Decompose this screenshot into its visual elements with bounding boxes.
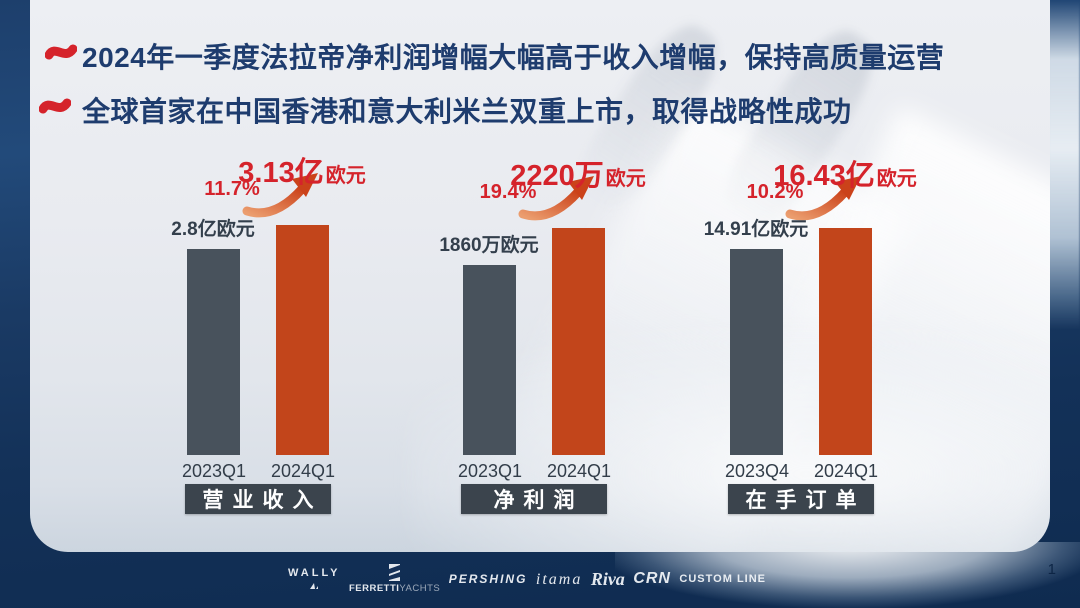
ferretti-yachts-logo: FERRETTIYACHTS	[349, 564, 440, 594]
previous-value-label: 14.91亿欧元	[703, 219, 809, 240]
previous-value-label: 2.8亿欧元	[171, 219, 255, 240]
red-flag-icon	[39, 98, 71, 114]
previous-value-label: 1860万欧元	[439, 235, 539, 256]
bar-current-period	[276, 225, 329, 455]
current-value-label: 3.13亿 欧元	[238, 157, 366, 189]
ocean-foam-right-decoration	[1048, 0, 1080, 330]
riva-logo: Riva	[590, 569, 625, 589]
growth-percent-label: 11.7%	[204, 178, 260, 200]
current-value-label: 16.43亿 欧元	[773, 160, 917, 192]
wally-sail-icon	[310, 583, 319, 589]
category-label: 2024Q1	[270, 461, 336, 481]
chart-title-badge: 营业收入	[185, 484, 331, 514]
ocean-foam-bottom-decoration	[615, 542, 1080, 608]
ferretti-burgee-icon	[389, 564, 401, 582]
category-label: 2023Q1	[181, 461, 247, 481]
chart-revenue: 11.7% 3.13亿 欧元 2.8亿欧元 2023Q1 2024Q1 营业收入	[160, 140, 370, 540]
growth-arrow-icon	[242, 173, 318, 218]
growth-arrow-icon	[785, 176, 861, 221]
chart-net-profit: 19.4% 2220万 欧元 1860万欧元 2023Q1 2024Q1 净利润	[436, 140, 646, 540]
chart-plot-area: 19.4% 2220万 欧元 1860万欧元	[436, 160, 646, 455]
chart-order-backlog: 10.2% 16.43亿 欧元 14.91亿欧元 2023Q4 2024Q1 在手…	[703, 140, 917, 540]
bar-current-period	[819, 228, 872, 455]
itama-logo: itama	[535, 570, 583, 588]
pershing-logo: PERSHING	[448, 572, 528, 586]
category-label: 2024Q1	[546, 461, 612, 481]
custom-line-logo: CUSTOM LINE	[679, 572, 766, 585]
bar-previous-period	[187, 249, 240, 455]
bar-current-period	[552, 228, 605, 455]
crn-logo: CRN	[633, 570, 671, 587]
growth-percent-label: 19.4%	[479, 181, 537, 203]
chart-title-badge: 净利润	[461, 484, 607, 514]
chart-plot-area: 11.7% 3.13亿 欧元 2.8亿欧元	[160, 157, 370, 455]
category-label: 2023Q4	[724, 461, 790, 481]
growth-arrow-icon	[518, 176, 594, 221]
wally-logo: WALLY	[288, 568, 341, 590]
chart-plot-area: 10.2% 16.43亿 欧元 14.91亿欧元	[703, 160, 917, 455]
category-label: 2024Q1	[813, 461, 879, 481]
growth-percent-label: 10.2%	[746, 181, 804, 203]
page-number: 1	[1047, 561, 1056, 578]
bar-previous-period	[463, 265, 516, 455]
chart-title-badge: 在手订单	[728, 484, 874, 514]
bar-previous-period	[730, 249, 783, 455]
headline-quality-operation: 2024年一季度法拉帝净利润增幅大幅高于收入增幅，保持高质量运营	[82, 42, 945, 73]
current-value-label: 2220万 欧元	[510, 160, 646, 192]
category-label: 2023Q1	[457, 461, 523, 481]
headline-dual-listing: 全球首家在中国香港和意大利米兰双重上市，取得战略性成功	[82, 96, 852, 127]
brand-logo-strip: WALLY FERRETTIYACHTS PERSHING itama Riva…	[288, 560, 766, 598]
red-flag-icon	[45, 44, 77, 60]
